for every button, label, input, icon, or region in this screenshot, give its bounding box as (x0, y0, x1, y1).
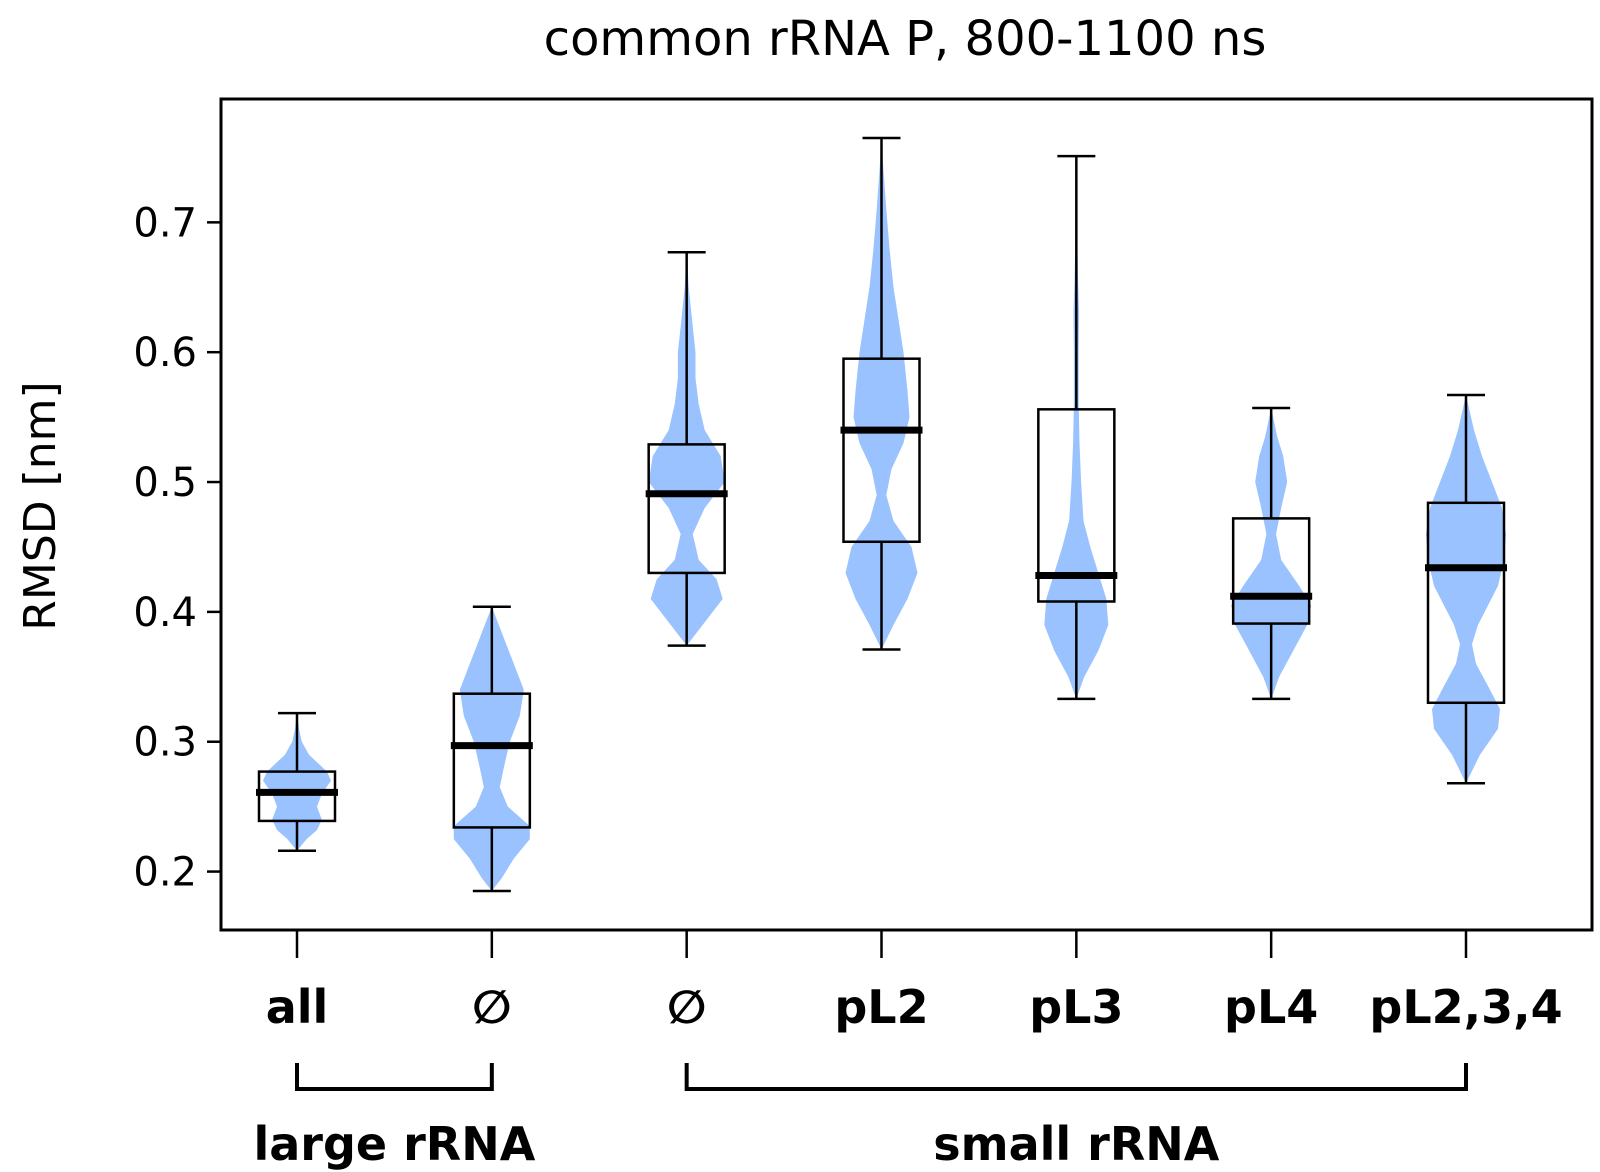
box-plot-6 (1425, 393, 1507, 785)
violin-5 (1231, 408, 1312, 699)
x-tick-label: pL2 (834, 980, 928, 1034)
chart-title: common rRNA P, 800-1100 ns (544, 11, 1267, 67)
plot-frame (219, 97, 1594, 932)
x-axis-ticks: all ∅ ∅ pL2 pL3 pL4 pL2,3,4 (266, 930, 1563, 1034)
box-plot-3 (840, 136, 923, 651)
x-tick-label: pL4 (1224, 980, 1318, 1034)
violin-layer (263, 138, 1506, 891)
group-bracket (295, 1063, 494, 1091)
x-tick-label: pL2,3,4 (1369, 980, 1562, 1034)
box-plot-1 (450, 605, 533, 893)
iqr-box (842, 357, 921, 544)
group-bracket (684, 1063, 1468, 1091)
y-tick-label: 0.3 (133, 720, 197, 766)
iqr-box (1426, 501, 1506, 705)
iqr-box (452, 692, 532, 829)
group-label: large rRNA (253, 1117, 535, 1171)
iqr-box (1037, 408, 1116, 603)
y-tick-label: 0.4 (133, 590, 197, 636)
box-layer (256, 136, 1507, 893)
box-plot-2 (645, 250, 728, 647)
y-tick-label: 0.7 (133, 200, 197, 246)
violin-3 (845, 138, 918, 650)
violin-2 (648, 252, 725, 646)
y-tick-label: 0.2 (133, 850, 197, 896)
x-tick-label: all (266, 980, 329, 1034)
category-groups: large rRNA small rRNA (253, 1063, 1468, 1171)
y-tick-label: 0.5 (133, 460, 197, 506)
box-plot-5 (1230, 406, 1313, 701)
y-tick-label: 0.6 (133, 330, 197, 376)
y-axis-ticks: 0.2 0.3 0.4 0.5 0.6 0.7 (133, 200, 221, 896)
iqr-box (257, 770, 337, 823)
iqr-box (647, 443, 726, 575)
group-0: large rRNA (253, 1063, 536, 1171)
violin-4 (1044, 156, 1109, 699)
x-tick-label: ∅ (667, 980, 706, 1034)
x-tick-label: ∅ (472, 980, 511, 1034)
violin-6 (1426, 395, 1506, 784)
box-plot-4 (1035, 154, 1118, 701)
box-plot-0 (256, 711, 338, 853)
iqr-box (1231, 517, 1311, 625)
group-label: small rRNA (933, 1117, 1220, 1171)
x-tick-label: pL3 (1029, 980, 1123, 1034)
y-axis-label: RMSD [nm] (15, 381, 66, 630)
violin-0 (263, 713, 331, 851)
group-1: small rRNA (684, 1063, 1468, 1171)
